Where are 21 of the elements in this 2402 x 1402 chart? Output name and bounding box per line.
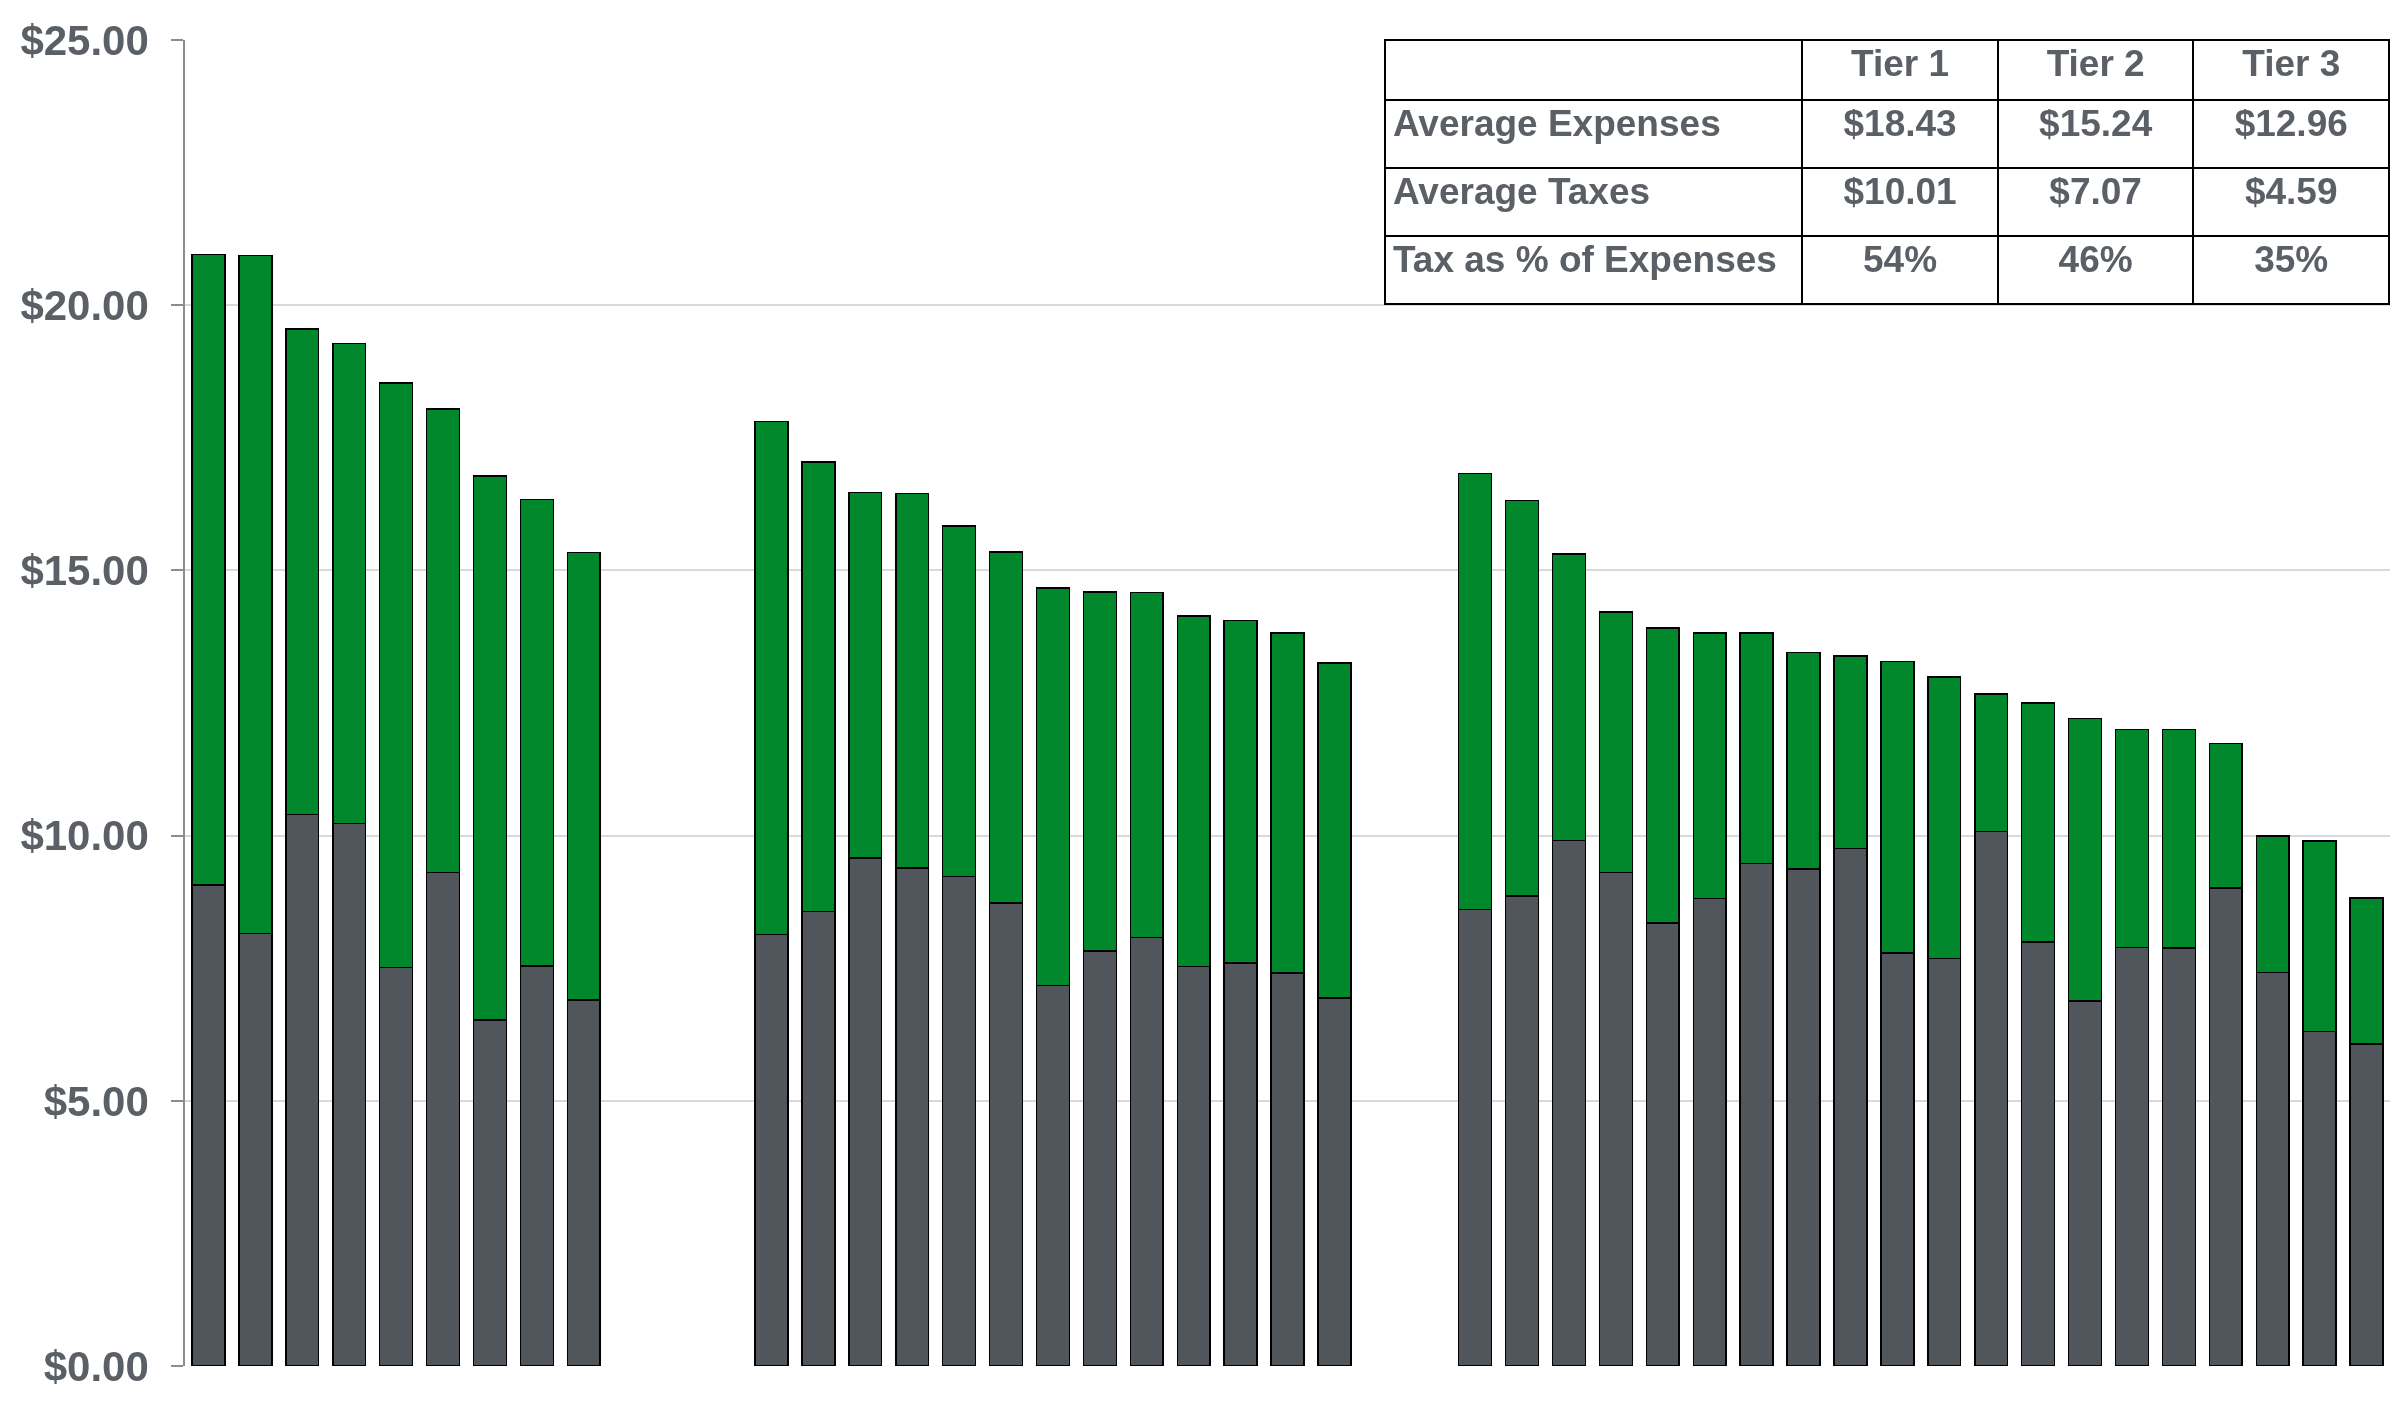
y-tick-label: $0.00 <box>43 1342 149 1390</box>
annotation: $4.59 <box>2244 170 2338 212</box>
annotation: 54% <box>1863 238 1938 280</box>
y-tick-label: $5.00 <box>43 1077 149 1125</box>
y-tick-label: $15.00 <box>20 547 149 595</box>
annotation: Tier 2 <box>2046 42 2145 84</box>
annotation: Average Taxes <box>1393 170 1651 212</box>
annotation: $7.07 <box>2049 170 2142 212</box>
annotation: 35% <box>2254 238 2329 280</box>
y-tick-label: $20.00 <box>20 281 149 329</box>
annotation: $18.43 <box>1843 102 1957 144</box>
annotation: $15.24 <box>2039 102 2153 144</box>
annotation: Tax as % of Expenses <box>1393 238 1777 280</box>
annotation: Average Expenses <box>1393 102 1721 144</box>
annotation: Tier 3 <box>2242 42 2341 84</box>
annotation: Tier 1 <box>1851 42 1950 84</box>
y-tick-label: $25.00 <box>20 16 149 64</box>
annotation: 46% <box>2058 238 2133 280</box>
y-tick-label: $10.00 <box>20 812 149 860</box>
annotation: $12.96 <box>2234 102 2348 144</box>
annotation: $10.01 <box>1843 170 1957 212</box>
